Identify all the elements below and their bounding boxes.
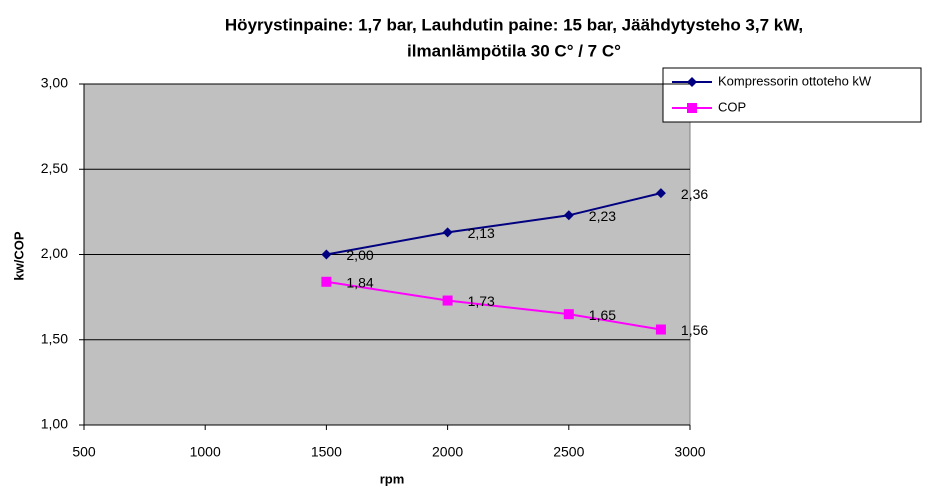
marker (563, 210, 574, 221)
x-tick-label: 1000 (190, 444, 221, 460)
marker (442, 227, 453, 238)
data-label: 1,56 (681, 322, 708, 338)
marker (321, 276, 332, 287)
data-label: 1,65 (589, 307, 616, 323)
data-label: 1,84 (346, 274, 373, 290)
marker (655, 188, 666, 199)
series-line (326, 280, 662, 331)
data-label: 1,73 (468, 293, 495, 309)
chart-title: ilmanlämpötila 30 C° / 7 C° (407, 41, 621, 60)
legend-box (662, 67, 922, 123)
x-tick-label: 500 (72, 444, 96, 460)
x-tick-label: 2000 (432, 444, 463, 460)
x-tick-label: 1500 (311, 444, 342, 460)
series-line (326, 192, 662, 256)
marker (321, 249, 332, 260)
marker (687, 103, 697, 113)
data-label: 2,36 (681, 186, 708, 202)
marker (442, 295, 453, 306)
marker (563, 309, 574, 320)
legend-label: Kompressorin ottoteho kW (718, 73, 872, 88)
chart-title: Höyrystinpaine: 1,7 bar, Lauhdutin paine… (225, 15, 803, 34)
data-label: 2,23 (589, 208, 616, 224)
y-tick-label: 1,00 (41, 416, 68, 432)
x-tick-label: 2500 (553, 444, 584, 460)
y-tick-label: 2,00 (41, 245, 68, 261)
marker (687, 77, 697, 87)
legend-label: COP (718, 99, 746, 114)
y-axis-label: kw/COP (11, 231, 26, 280)
marker (655, 324, 666, 335)
y-tick-label: 1,50 (41, 330, 68, 346)
y-tick-label: 2,50 (41, 160, 68, 176)
y-tick-label: 3,00 (41, 75, 68, 91)
data-label: 2,00 (346, 247, 373, 263)
data-label: 2,13 (468, 225, 495, 241)
x-axis-label: rpm (380, 471, 405, 486)
x-tick-label: 3000 (674, 444, 705, 460)
